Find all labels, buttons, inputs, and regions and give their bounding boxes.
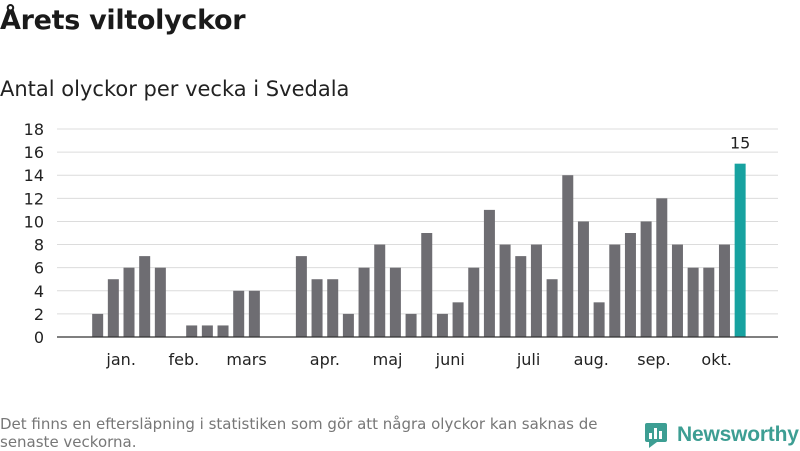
bar xyxy=(217,325,229,337)
bar xyxy=(186,325,198,337)
bar xyxy=(577,221,589,337)
data-label: 15 xyxy=(730,134,750,153)
bar xyxy=(374,244,386,337)
brand-name: Newsworthy xyxy=(677,423,799,446)
x-tick-label: apr. xyxy=(310,350,340,369)
bar xyxy=(562,175,574,337)
x-tick-label: feb. xyxy=(168,350,199,369)
y-tick-label: 6 xyxy=(34,259,44,278)
bar xyxy=(530,244,542,337)
bar xyxy=(139,256,151,337)
bar xyxy=(593,302,605,337)
y-tick-label: 0 xyxy=(34,328,44,347)
x-tick-label: juni xyxy=(435,350,465,369)
chart-subtitle: Antal olyckor per vecka i Svedala xyxy=(0,77,350,101)
bar xyxy=(154,267,166,337)
x-tick-label: sep. xyxy=(637,350,670,369)
brand: Newsworthy xyxy=(645,420,799,450)
bar xyxy=(609,244,621,337)
bar xyxy=(342,313,354,337)
bar xyxy=(703,267,715,337)
x-tick-label: mars xyxy=(226,350,266,369)
bar xyxy=(405,313,417,337)
bar xyxy=(671,244,683,337)
x-tick-label: maj xyxy=(373,350,403,369)
bar xyxy=(92,313,104,337)
y-tick-label: 14 xyxy=(24,166,44,185)
bar xyxy=(436,313,448,337)
x-tick-label: juli xyxy=(516,350,540,369)
newsworthy-logo-icon xyxy=(645,423,667,448)
bar xyxy=(687,267,699,337)
bar xyxy=(123,267,135,337)
bar xyxy=(107,279,119,337)
highlight-bar xyxy=(734,163,746,337)
bar xyxy=(546,279,558,337)
bar xyxy=(468,267,480,337)
y-tick-label: 2 xyxy=(34,305,44,324)
x-tick-label: jan. xyxy=(105,350,135,369)
bar xyxy=(499,244,511,337)
bar xyxy=(248,290,260,337)
bar xyxy=(358,267,370,337)
bar xyxy=(389,267,401,337)
y-tick-label: 16 xyxy=(24,143,44,162)
bar xyxy=(311,279,323,337)
footnote: Det finns en eftersläpning i statistiken… xyxy=(0,415,598,451)
bar xyxy=(295,256,307,337)
bar xyxy=(201,325,213,337)
bar xyxy=(656,198,668,337)
y-tick-label: 4 xyxy=(34,282,44,301)
bar xyxy=(421,233,433,337)
y-tick-label: 8 xyxy=(34,236,44,255)
bar xyxy=(624,233,636,337)
chart-title: Årets viltolyckor xyxy=(0,5,246,36)
bar xyxy=(718,244,730,337)
y-tick-label: 18 xyxy=(24,120,44,139)
bar xyxy=(483,209,495,337)
bar xyxy=(327,279,339,337)
bar xyxy=(233,290,245,337)
bar xyxy=(515,256,527,337)
y-tick-label: 10 xyxy=(24,212,44,231)
x-tick-label: okt. xyxy=(701,350,731,369)
bar xyxy=(452,302,464,337)
bar xyxy=(640,221,652,337)
x-tick-label: aug. xyxy=(574,350,609,369)
y-tick-label: 12 xyxy=(24,189,44,208)
